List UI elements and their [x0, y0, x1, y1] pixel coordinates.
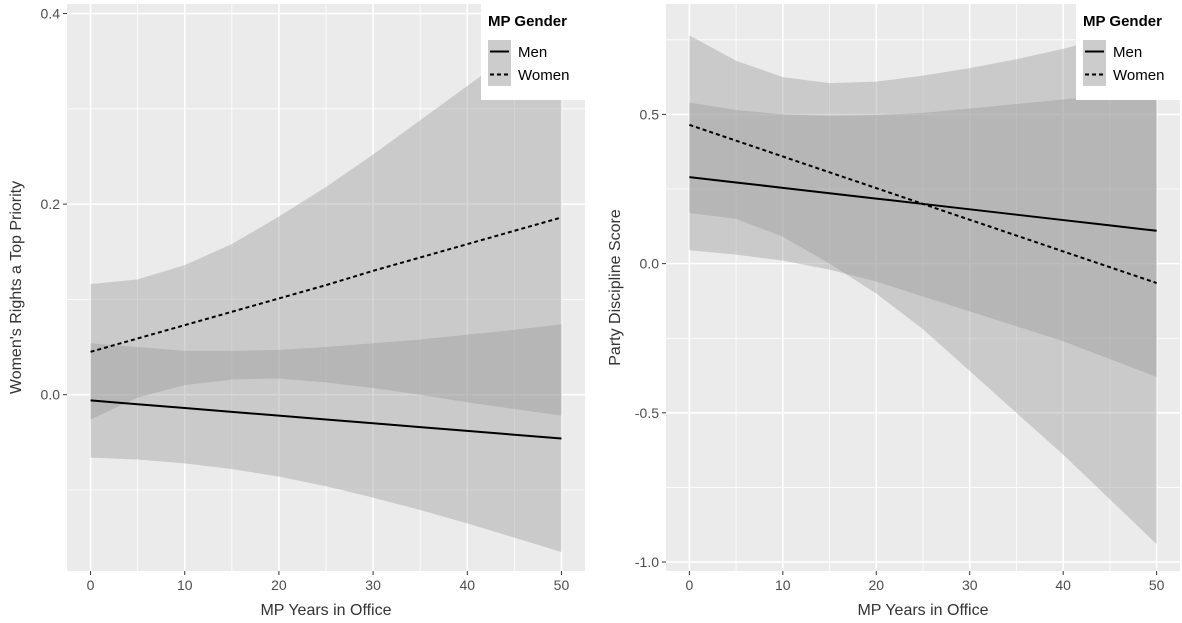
y-tick-label: 0.2 — [41, 196, 61, 212]
x-tick-label: 0 — [87, 577, 95, 593]
chart-panel-right: 0 10 20 30 40 50 -1.0 -0.5 0.0 0.5 MP Years in Of… — [607, 4, 1180, 619]
x-tick-label: 40 — [459, 577, 475, 593]
legend-label-men: Men — [1113, 44, 1142, 61]
confidence-band-men — [90, 324, 562, 552]
chart-panel-left: 0 10 20 30 40 500.00.20.4 MP Years in Office … — [8, 4, 585, 619]
x-tick-label: 20 — [271, 577, 287, 593]
y-tick-label: -1.0 — [635, 554, 659, 570]
x-tick-label: 10 — [177, 577, 193, 593]
series-line-women — [90, 216, 562, 353]
y-tick-label: 0.0 — [41, 387, 61, 403]
x-tick-label: 30 — [365, 577, 381, 593]
legend: MP Gender Men Women — [481, 4, 585, 100]
confidence-band-women — [689, 24, 1157, 378]
y-tick-label: -0.5 — [635, 405, 659, 421]
x-tick-label: 50 — [1149, 577, 1165, 593]
legend-label-women: Women — [1113, 67, 1164, 84]
x-tick-label: 50 — [554, 577, 570, 593]
x-tick-label: 30 — [962, 577, 978, 593]
x-tick-label: 0 — [685, 577, 693, 593]
legend-title: MP Gender — [488, 13, 567, 30]
y-tick-label: 0.4 — [41, 6, 61, 22]
legend-title: MP Gender — [1083, 13, 1162, 30]
series-lines — [90, 216, 562, 440]
legend-label-men: Men — [518, 44, 547, 61]
x-axis-title: MP Years in Office — [857, 602, 988, 619]
confidence-band-men — [689, 90, 1157, 545]
x-tick-label: 10 — [775, 577, 791, 593]
y-axis-title: Party Discipline Score — [607, 209, 624, 366]
legend: MP Gender Men Women — [1076, 4, 1180, 100]
axis-ticks: 0 10 20 30 40 50 0.0 0.2 0.4 — [41, 6, 570, 593]
series-lines — [689, 123, 1157, 284]
series-line-women — [689, 123, 1157, 284]
x-tick-label: 40 — [1055, 577, 1071, 593]
y-tick-label: 0.5 — [640, 106, 660, 122]
legend-label-women: Women — [518, 67, 569, 84]
confidence-bands — [689, 24, 1157, 545]
y-axis-title: Women's Rights a Top Priority — [8, 181, 25, 394]
y-tick-label: 0.0 — [640, 256, 660, 272]
x-tick-label: 20 — [868, 577, 884, 593]
axis-ticks: 0 10 20 30 40 50 -1.0 -0.5 0.0 0.5 — [635, 106, 1165, 593]
x-axis-title: MP Years in Office — [260, 602, 391, 619]
gridlines — [67, 4, 585, 571]
series-line-men — [90, 399, 562, 440]
